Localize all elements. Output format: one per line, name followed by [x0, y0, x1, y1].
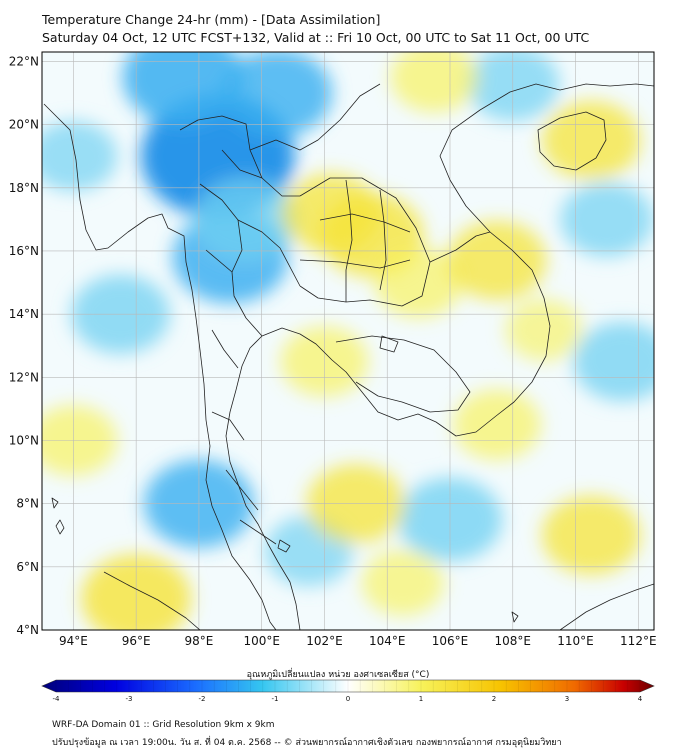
- anomaly-blob-22: [541, 495, 641, 575]
- anomaly-blob-18: [390, 52, 479, 113]
- anomaly-blob-10: [42, 121, 118, 192]
- anomaly-blob-17: [541, 100, 641, 181]
- colorbar-label: อุณหภูมิเปลี่ยนแปลง หน่วย องศาเซลเซียส (…: [246, 670, 430, 680]
- graticule: [42, 52, 654, 630]
- anomaly-blob-14: [281, 173, 381, 253]
- colorbar-ticks: -4 -3 -2 -1 0 1 2 3 4: [53, 680, 643, 703]
- lon-tick-label: 102°E: [306, 634, 343, 648]
- lat-tick-label: 6°N: [16, 560, 39, 574]
- lat-tick-label: 14°N: [9, 307, 39, 321]
- anomaly-blob-2: [222, 52, 333, 138]
- colorbar: -4 -3 -2 -1 0 1 2 3 4: [41, 679, 655, 703]
- anomaly-blob-11: [573, 321, 654, 402]
- anomaly-blob-23: [453, 389, 542, 460]
- lon-tick-label: 96°E: [122, 634, 151, 648]
- lat-tick-label: 8°N: [16, 497, 39, 511]
- colorbar-tick-label: -3: [126, 695, 133, 703]
- colorbar-tick-label: 1: [419, 695, 423, 703]
- colorbar-tick-label: -1: [272, 695, 279, 703]
- coastlines: [43, 83, 654, 630]
- lat-tick-label: 20°N: [9, 118, 39, 132]
- lat-tick-label: 16°N: [9, 244, 39, 258]
- lat-tick-label: 10°N: [9, 433, 39, 447]
- lat-tick-label: 22°N: [9, 54, 39, 68]
- axis-labels: 22°N 20°N 18°N 16°N 14°N 12°N 10°N 8°N 6°N 4°N 94°…: [9, 54, 657, 648]
- colorbar-tick-label: -4: [53, 695, 61, 703]
- map-title: Temperature Change 24-hr (mm) - [Data As…: [42, 12, 381, 27]
- anomaly-blob-26: [505, 299, 583, 361]
- anomaly-blob-16: [447, 220, 547, 301]
- lat-tick-label: 12°N: [9, 370, 39, 384]
- anomaly-blob-15: [374, 247, 463, 318]
- plot-frame: [41, 51, 655, 631]
- map-subtitle: Saturday 04 Oct, 12 UTC FCST+132, Valid …: [42, 30, 590, 45]
- colorbar-tick-label: 2: [492, 695, 496, 703]
- lon-tick-label: 104°E: [369, 634, 406, 648]
- anomaly-blob-9: [560, 181, 654, 257]
- lon-tick-label: 106°E: [432, 634, 469, 648]
- lon-tick-label: 110°E: [557, 634, 594, 648]
- colorbar-tick-label: 4: [638, 695, 643, 703]
- colorbar-tick-label: 3: [565, 695, 569, 703]
- lon-tick-label: 108°E: [495, 634, 532, 648]
- lon-tick-label: 94°E: [59, 634, 88, 648]
- anomaly-blob-1: [122, 52, 244, 126]
- colorbar-tick-label: -2: [199, 695, 206, 703]
- lat-tick-label: 18°N: [9, 181, 39, 195]
- colorbar-tick-label: 0: [346, 695, 350, 703]
- colorbar-bar: [41, 679, 655, 693]
- lon-tick-label: 100°E: [243, 634, 280, 648]
- anomaly-blob-25: [361, 549, 445, 616]
- footer-model-info: WRF-DA Domain 01 :: Grid Resolution 9km …: [52, 720, 275, 730]
- lon-tick-label: 112°E: [620, 634, 657, 648]
- lat-tick-label: 4°N: [16, 623, 39, 637]
- lon-tick-label: 98°E: [184, 634, 213, 648]
- footer-credits: ปรับปรุงข้อมูล ณ เวลา 19:00น. วัน ส. ที่…: [52, 738, 562, 748]
